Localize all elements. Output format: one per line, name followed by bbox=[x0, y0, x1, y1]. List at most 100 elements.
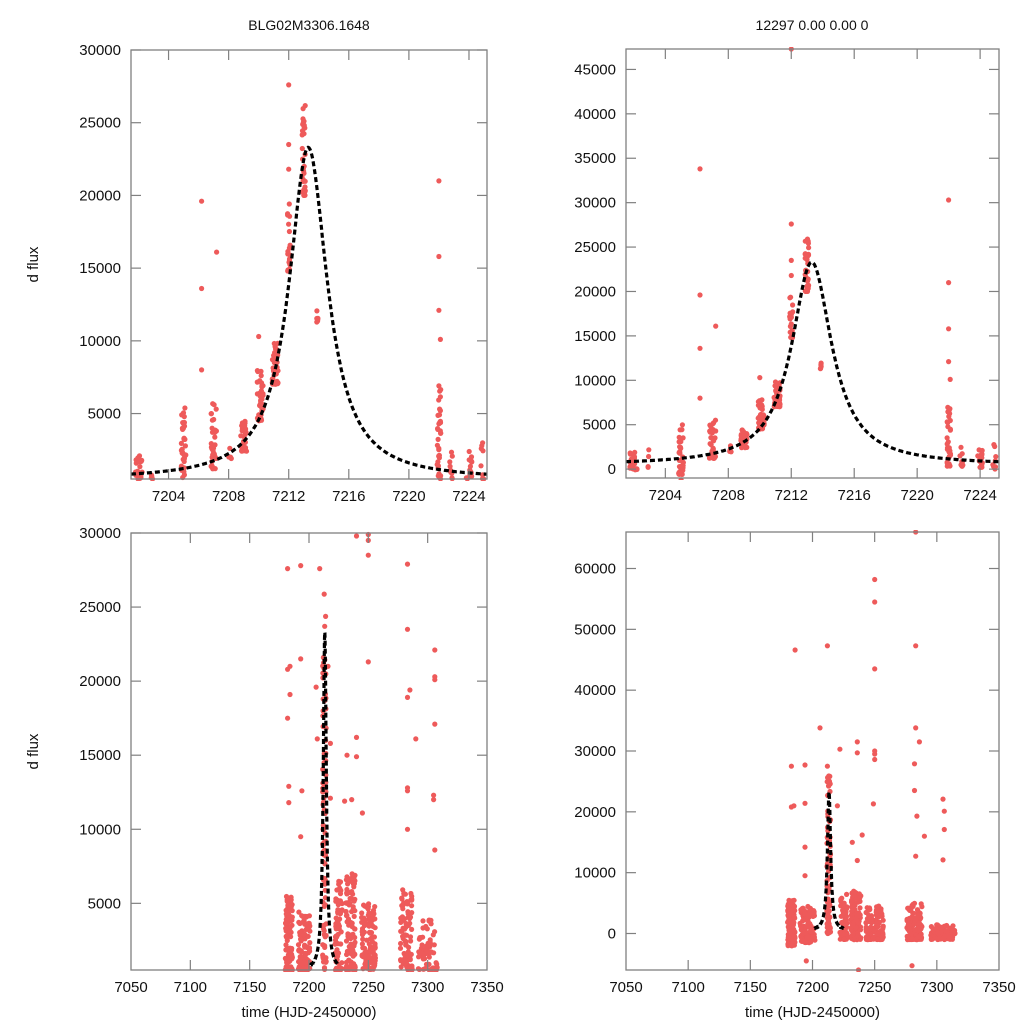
data-point bbox=[432, 647, 438, 653]
y-tick-label: 20000 bbox=[79, 673, 121, 690]
data-point bbox=[940, 796, 946, 802]
data-point bbox=[259, 384, 265, 390]
data-point bbox=[679, 427, 685, 433]
data-point bbox=[317, 566, 323, 572]
data-point bbox=[314, 736, 320, 742]
data-point bbox=[859, 832, 865, 838]
data-point bbox=[958, 444, 964, 450]
data-point bbox=[431, 950, 437, 956]
data-point bbox=[878, 908, 884, 914]
data-point bbox=[827, 903, 833, 909]
data-point bbox=[437, 418, 443, 424]
data-point bbox=[353, 754, 360, 760]
data-point bbox=[880, 930, 886, 936]
data-point bbox=[949, 925, 955, 932]
data-point bbox=[914, 813, 920, 819]
data-point bbox=[771, 394, 777, 401]
data-point bbox=[342, 798, 348, 804]
data-point bbox=[876, 903, 882, 909]
data-point bbox=[372, 925, 378, 931]
data-point bbox=[302, 913, 308, 920]
data-point bbox=[824, 929, 830, 935]
data-point bbox=[299, 788, 305, 794]
data-point bbox=[918, 901, 924, 907]
data-point bbox=[137, 464, 143, 470]
x-tick-label: 7300 bbox=[920, 979, 953, 996]
data-point bbox=[469, 473, 475, 480]
data-point bbox=[740, 430, 746, 436]
data-point bbox=[285, 715, 291, 721]
data-point bbox=[834, 803, 841, 809]
data-point bbox=[327, 740, 333, 747]
data-point bbox=[938, 925, 944, 931]
data-point bbox=[257, 378, 263, 384]
data-point bbox=[241, 422, 247, 428]
data-point bbox=[825, 775, 831, 781]
data-point bbox=[401, 890, 407, 896]
data-point bbox=[447, 463, 453, 469]
data-point bbox=[320, 766, 326, 773]
data-point bbox=[855, 930, 861, 936]
data-point bbox=[844, 906, 850, 912]
x-tick-label: 7050 bbox=[609, 979, 642, 996]
data-point bbox=[788, 763, 795, 769]
y-tick-label: 20000 bbox=[574, 804, 616, 821]
data-point bbox=[283, 933, 289, 939]
data-point bbox=[404, 932, 410, 938]
data-point bbox=[227, 445, 233, 451]
data-point bbox=[434, 961, 440, 967]
x-tick-label: 7150 bbox=[233, 979, 266, 996]
data-point bbox=[803, 958, 809, 964]
plot-frame bbox=[130, 532, 488, 971]
data-point bbox=[788, 221, 794, 227]
data-point bbox=[302, 184, 308, 190]
data-point bbox=[646, 453, 652, 460]
data-point bbox=[299, 145, 305, 152]
y-tick-label: 10000 bbox=[79, 333, 121, 350]
x-tick-label: 7224 bbox=[452, 488, 485, 505]
data-point bbox=[182, 443, 188, 449]
data-point bbox=[181, 456, 187, 462]
x-tick-label: 7216 bbox=[332, 488, 365, 505]
data-point bbox=[436, 178, 442, 184]
data-point bbox=[405, 909, 411, 915]
data-point bbox=[352, 926, 358, 932]
data-point bbox=[301, 931, 307, 937]
data-point bbox=[286, 201, 292, 207]
data-point bbox=[645, 464, 651, 470]
data-point bbox=[431, 792, 437, 798]
data-point bbox=[258, 397, 264, 403]
y-tick-label: 50000 bbox=[574, 621, 616, 638]
data-point bbox=[928, 932, 934, 938]
data-point bbox=[851, 937, 857, 943]
data-point bbox=[826, 914, 832, 920]
panel-bottom-right: 7050 7100 7150 7200 7250 7300 7350 0 10000 20000 3… bbox=[574, 530, 1016, 1021]
data-point bbox=[944, 435, 950, 441]
data-point bbox=[345, 916, 352, 922]
data-point bbox=[239, 428, 245, 434]
data-point bbox=[334, 955, 340, 961]
y-tick-label: 0 bbox=[608, 926, 616, 943]
data-point bbox=[788, 311, 795, 317]
data-point bbox=[866, 912, 872, 918]
data-point bbox=[337, 891, 344, 897]
data-point bbox=[214, 249, 220, 255]
data-point bbox=[322, 902, 328, 908]
data-point bbox=[365, 659, 371, 665]
y-tick-label: 0 bbox=[608, 461, 616, 478]
panel-bottom-left: 7050 7100 7150 7200 7250 7300 7350 5000 10000 150… bbox=[25, 525, 504, 1021]
data-point bbox=[347, 889, 353, 896]
data-point bbox=[468, 458, 474, 465]
data-point bbox=[907, 926, 913, 933]
data-point bbox=[336, 923, 342, 929]
data-point bbox=[409, 965, 415, 971]
data-point bbox=[408, 938, 414, 944]
x-tick-label: 7300 bbox=[411, 979, 444, 996]
data-point bbox=[315, 318, 321, 324]
data-point bbox=[789, 942, 795, 949]
data-point bbox=[759, 397, 765, 403]
x-axis-label: time (HJD-2450000) bbox=[241, 1004, 376, 1021]
data-point bbox=[680, 463, 686, 469]
data-point bbox=[449, 453, 455, 459]
